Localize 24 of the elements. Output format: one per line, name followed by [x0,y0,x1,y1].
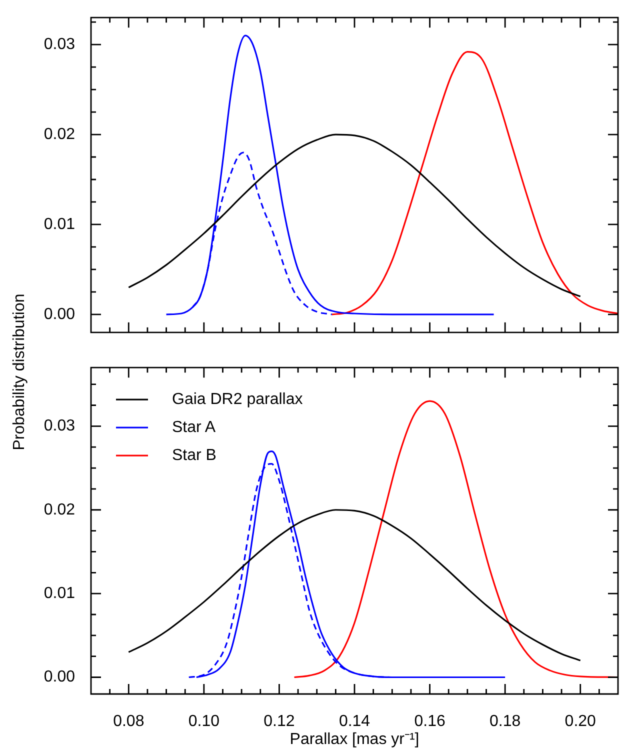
line-series [128,134,582,298]
legend-label: Star B [172,447,216,464]
line-series [331,50,618,316]
y-tick-label: 0.02 [44,126,76,143]
y-tick-label: 0.02 [44,501,76,518]
legend-label: Gaia DR2 parallax [172,391,303,408]
x-tick-label: 0.20 [564,713,596,730]
y-axis-title: Probability distribution [10,292,29,452]
y-tick-label: 0.00 [44,306,76,323]
x-tick-label: 0.18 [490,713,521,730]
line-series [128,509,582,662]
x-tick-label: 0.10 [188,713,220,730]
x-tick-label: 0.08 [113,713,144,730]
x-tick-label: 0.14 [338,713,370,730]
y-tick-label: 0.00 [44,668,76,686]
x-axis-title: Parallax [mas yr⁻¹] [290,730,420,748]
legend-label: Star A [172,419,216,436]
y-tick-label: 0.01 [44,216,76,233]
x-tick-label: 0.16 [414,713,446,730]
y-tick-label: 0.01 [44,584,76,602]
line-series [165,34,495,316]
y-tick-label: 0.03 [44,418,76,435]
y-tick-label: 0.03 [44,36,76,53]
x-tick-label: 0.12 [264,713,295,730]
